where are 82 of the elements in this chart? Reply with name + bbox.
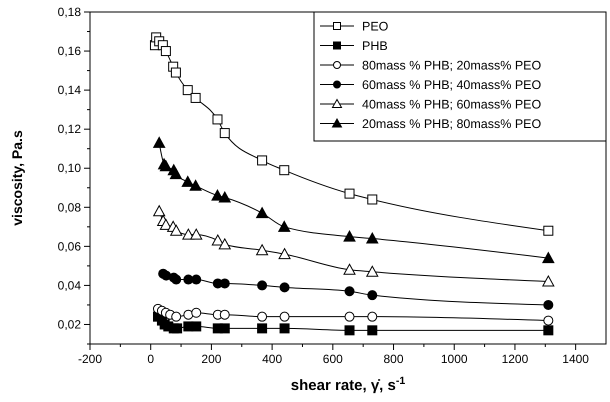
- x-tick-label: 0: [147, 352, 154, 366]
- point: [542, 252, 554, 264]
- point: [153, 136, 166, 148]
- legend-label: PEO: [362, 20, 389, 34]
- legend-label: 80mass % PHB; 20mass% PEO: [362, 58, 542, 72]
- legend-label: 40mass % PHB; 60mass% PEO: [362, 98, 542, 112]
- point: [183, 310, 194, 320]
- y-tick-label: 0,08: [58, 200, 82, 214]
- y-axis-title: viscosity, Pa.s: [9, 130, 25, 226]
- point: [257, 323, 268, 334]
- y-tick-label: 0,04: [58, 278, 82, 292]
- y-tick-label: 0,12: [58, 122, 82, 136]
- point: [212, 234, 224, 246]
- point: [190, 228, 202, 240]
- point: [543, 300, 554, 310]
- point: [172, 323, 182, 334]
- point: [220, 323, 230, 334]
- point: [220, 278, 230, 288]
- point: [190, 92, 201, 103]
- point: [543, 316, 554, 326]
- y-tick-label: 0,16: [58, 44, 82, 58]
- point: [280, 282, 290, 292]
- point: [257, 280, 268, 290]
- legend-label: PHB: [362, 39, 388, 53]
- point: [220, 128, 230, 138]
- point: [280, 312, 290, 322]
- point: [278, 248, 291, 260]
- point: [257, 312, 268, 322]
- y-tick-label: 0,10: [58, 161, 82, 176]
- point: [543, 325, 554, 336]
- point: [170, 68, 181, 78]
- point: [218, 192, 231, 203]
- point: [257, 155, 268, 166]
- point: [366, 232, 378, 244]
- x-tick-label: 800: [384, 352, 404, 366]
- x-axis-title: shear rate, γ̇, s$^{-1}$: [290, 375, 406, 394]
- point: [344, 188, 355, 199]
- point: [218, 238, 231, 250]
- legend-label: 60mass % PHB; 40mass% PEO: [362, 78, 542, 92]
- point: [344, 312, 355, 322]
- x-tick-label: 1200: [502, 352, 529, 366]
- point: [280, 323, 290, 334]
- x-tick-label: 600: [322, 352, 344, 366]
- point: [278, 220, 290, 232]
- x-tick-label: 400: [262, 352, 282, 366]
- point: [220, 310, 230, 320]
- point: [170, 168, 182, 180]
- point: [190, 180, 202, 191]
- point: [191, 321, 202, 332]
- point: [344, 325, 355, 336]
- point: [182, 85, 193, 96]
- point: [191, 308, 202, 318]
- point: [367, 290, 378, 300]
- point: [542, 276, 554, 287]
- y-tick-label: 0,18: [58, 5, 82, 19]
- point: [256, 207, 268, 218]
- point: [344, 286, 355, 296]
- point: [171, 274, 182, 285]
- point: [366, 266, 378, 277]
- y-tick-label: 0,06: [58, 239, 82, 254]
- legend-label: 20mass % PHB; 80mass% PEO: [362, 117, 542, 131]
- y-tick-label: 0,14: [58, 83, 82, 98]
- point: [160, 46, 171, 56]
- point: [344, 264, 356, 275]
- point: [191, 274, 202, 285]
- x-tick-label: 1400: [562, 352, 590, 366]
- point: [367, 325, 378, 336]
- point: [367, 312, 378, 322]
- x-tick-label: 200: [201, 352, 222, 366]
- point: [212, 114, 222, 124]
- point: [256, 244, 268, 256]
- x-tick-label: 1000: [440, 352, 468, 366]
- point: [279, 165, 290, 176]
- point: [367, 194, 378, 204]
- point: [171, 312, 182, 322]
- point: [153, 205, 166, 216]
- point: [182, 176, 194, 187]
- point: [344, 230, 356, 242]
- point: [543, 226, 554, 236]
- x-tick-label: -200: [78, 352, 102, 366]
- point: [170, 224, 182, 236]
- y-tick-label: 0,02: [58, 317, 82, 332]
